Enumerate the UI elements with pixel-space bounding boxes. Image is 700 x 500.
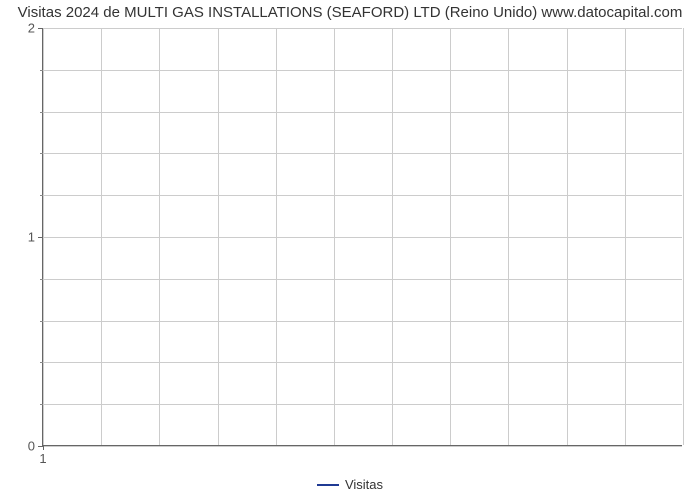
y-axis-minor-tick: [40, 321, 43, 322]
legend-series-label: Visitas: [345, 477, 383, 492]
y-axis-minor-tick: [40, 112, 43, 113]
grid-line-horizontal: [43, 404, 682, 405]
grid-line-horizontal: [43, 28, 682, 29]
y-axis-minor-tick: [40, 362, 43, 363]
chart-title: Visitas 2024 de MULTI GAS INSTALLATIONS …: [0, 4, 700, 21]
grid-line-horizontal: [43, 321, 682, 322]
grid-line-vertical: [683, 28, 684, 445]
y-axis-minor-tick: [40, 195, 43, 196]
grid-line-horizontal: [43, 279, 682, 280]
grid-line-horizontal: [43, 446, 682, 447]
y-axis-minor-tick: [40, 153, 43, 154]
y-axis-minor-tick: [40, 404, 43, 405]
y-axis-tick-mark: [38, 28, 43, 29]
grid-line-horizontal: [43, 112, 682, 113]
plot-area: 0121: [42, 28, 682, 446]
grid-line-horizontal: [43, 70, 682, 71]
y-axis-minor-tick: [40, 279, 43, 280]
legend-swatch: [317, 484, 339, 486]
grid-line-horizontal: [43, 237, 682, 238]
grid-line-horizontal: [43, 195, 682, 196]
visits-chart: Visitas 2024 de MULTI GAS INSTALLATIONS …: [0, 0, 700, 500]
y-axis-minor-tick: [40, 70, 43, 71]
x-axis-tick-mark: [43, 445, 44, 450]
y-axis-tick-mark: [38, 237, 43, 238]
grid-line-horizontal: [43, 362, 682, 363]
chart-legend: Visitas: [0, 476, 700, 492]
grid-line-horizontal: [43, 153, 682, 154]
